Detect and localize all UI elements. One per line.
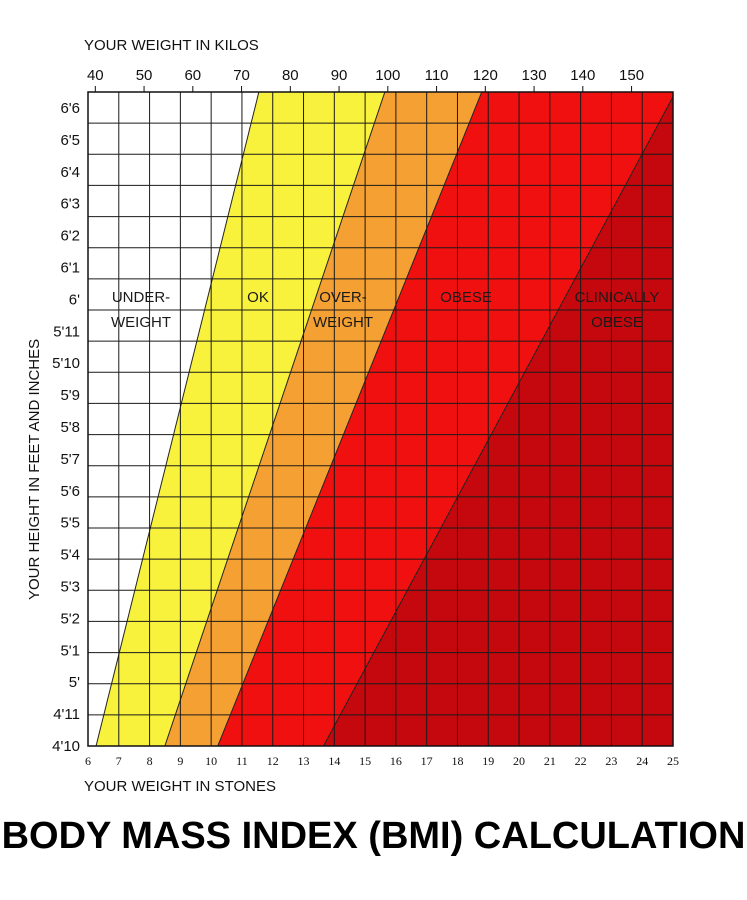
stone-tick-label: 25 — [667, 754, 679, 768]
zone-boundary-line — [323, 95, 673, 746]
zone-boundary-line — [95, 92, 260, 746]
stone-tick-label: 12 — [267, 754, 279, 768]
chart-title: BODY MASS INDEX (BMI) CALCULATION — [1, 815, 746, 857]
height-tick-label: 4'11 — [53, 706, 80, 723]
stone-tick-label: 21 — [544, 754, 556, 768]
stone-tick-label: 13 — [298, 754, 310, 768]
height-axis-title: YOUR HEIGHT IN FEET AND INCHES — [26, 338, 43, 600]
height-tick-label: 4'10 — [52, 738, 80, 755]
zone-boundary-line — [164, 92, 386, 746]
zone-label-underweight: UNDER- — [112, 289, 170, 306]
zone-fills — [88, 92, 673, 746]
kilos-axis-title: YOUR WEIGHT IN KILOS — [84, 37, 259, 54]
height-tick-label: 5'11 — [53, 323, 80, 340]
height-tick-label: 5'8 — [60, 419, 80, 436]
height-tick-label: 6' — [69, 291, 80, 308]
height-tick-label: 6'6 — [60, 100, 80, 117]
stone-tick-label: 14 — [328, 754, 340, 768]
height-tick-label: 5'2 — [60, 610, 80, 627]
kilo-tick-label: 120 — [473, 67, 498, 84]
zone-label-overweight: WEIGHT — [313, 314, 373, 331]
bmi-chart: 40 50 60 70 80 90 100 110 120 130 140 150 4'10 4'11 5'… — [52, 67, 679, 768]
stone-tick-label: 15 — [359, 754, 371, 768]
height-tick-label: 5'9 — [60, 387, 80, 404]
kilo-tick-label: 110 — [425, 67, 449, 84]
stone-tick-label: 8 — [147, 754, 153, 768]
zone-label-clinically-obese: CLINICALLY — [575, 289, 660, 306]
kilo-ticks: 40 50 60 70 80 90 100 110 120 130 140 150 — [87, 67, 644, 92]
height-tick-label: 6'5 — [60, 132, 80, 149]
zone-label-ok: OK — [247, 289, 269, 306]
height-tick-label: 5'6 — [60, 483, 80, 500]
kilo-tick-label: 40 — [87, 67, 104, 84]
zone-label-underweight: WEIGHT — [111, 314, 171, 331]
stone-tick-label: 10 — [205, 754, 217, 768]
stone-tick-label: 18 — [451, 754, 463, 768]
height-tick-label: 5'7 — [60, 451, 80, 468]
height-tick-label: 6'3 — [60, 196, 80, 213]
stone-tick-label: 6 — [85, 754, 91, 768]
stone-tick-label: 9 — [177, 754, 183, 768]
kilo-tick-label: 150 — [619, 67, 644, 84]
kilo-tick-label: 100 — [375, 67, 400, 84]
height-tick-label: 5'3 — [60, 578, 80, 595]
stones-axis-title: YOUR WEIGHT IN STONES — [84, 778, 276, 795]
zone-labels: UNDER- WEIGHT OK OVER- WEIGHT OBESE CLINICALLY… — [111, 289, 659, 331]
kilo-tick-label: 70 — [233, 67, 250, 84]
stone-tick-label: 7 — [116, 754, 122, 768]
height-ticks: 4'10 4'11 5' 5'1 5'2 5'3 5'4 5'5 5'6 5'7 5'8 5'9 5'1… — [52, 100, 80, 755]
height-tick-label: 5'4 — [60, 547, 80, 564]
kilo-tick-label: 50 — [136, 67, 153, 84]
stone-tick-label: 24 — [636, 754, 648, 768]
zone-label-obese: OBESE — [440, 289, 492, 306]
height-tick-label: 6'1 — [60, 259, 80, 276]
stone-tick-label: 19 — [482, 754, 494, 768]
kilo-tick-label: 140 — [570, 67, 595, 84]
stone-tick-label: 23 — [605, 754, 617, 768]
stone-tick-label: 17 — [421, 754, 433, 768]
kilo-tick-label: 90 — [331, 67, 348, 84]
kilo-tick-label: 130 — [522, 67, 547, 84]
height-tick-label: 5'1 — [60, 642, 80, 659]
stone-ticks: 6 7 8 9 10 11 12 13 14 15 16 17 18 19 20 21 22 23 24 25 — [85, 754, 679, 768]
zone-boundary-line — [217, 92, 483, 746]
height-tick-label: 6'2 — [60, 228, 80, 245]
stone-tick-label: 11 — [236, 754, 248, 768]
zone-label-clinically-obese: OBESE — [591, 314, 643, 331]
height-tick-label: 5' — [69, 674, 80, 691]
stone-tick-label: 16 — [390, 754, 402, 768]
height-tick-label: 6'4 — [60, 164, 80, 181]
stone-tick-label: 20 — [513, 754, 525, 768]
plot-frame — [87, 91, 674, 747]
stone-tick-label: 22 — [575, 754, 587, 768]
height-tick-label: 5'5 — [60, 515, 80, 532]
kilo-tick-label: 60 — [184, 67, 201, 84]
zone-label-overweight: OVER- — [319, 289, 367, 306]
height-tick-label: 5'10 — [52, 355, 80, 372]
kilo-tick-label: 80 — [282, 67, 299, 84]
